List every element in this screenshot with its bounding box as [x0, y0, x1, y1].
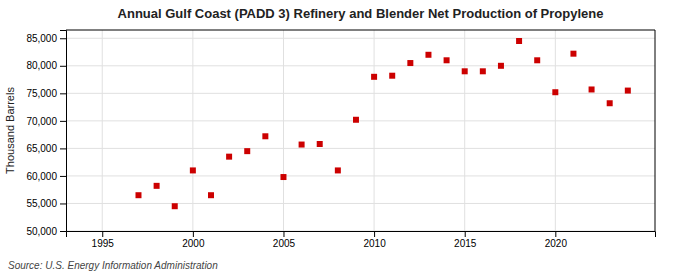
y-axis-tick: 65,000 — [26, 143, 66, 154]
point — [154, 183, 160, 189]
y-axis-tick-mark — [60, 121, 66, 122]
grid-line-x — [555, 30, 556, 231]
y-axis-tick-label: 85,000 — [26, 33, 57, 44]
x-axis-tick-mark — [283, 231, 284, 237]
x-axis-tick-label: 2005 — [273, 238, 296, 249]
y-axis-tick: 60,000 — [26, 171, 66, 182]
point — [299, 142, 305, 148]
x-axis: 1995 2000 2005 2010 2015 2020 — [67, 231, 656, 249]
y-axis-tick-label: 80,000 — [26, 60, 57, 71]
x-axis-tick: 2005 — [273, 231, 296, 249]
y-axis-tick-label: 70,000 — [26, 116, 57, 127]
grid-line-y — [66, 120, 655, 121]
y-axis-tick: 80,000 — [26, 60, 66, 71]
point — [425, 52, 431, 58]
y-axis-tick-mark — [60, 231, 66, 232]
x-axis-tick: 2020 — [545, 231, 568, 249]
x-axis-tick-mark — [102, 231, 103, 237]
point — [607, 100, 613, 106]
x-axis-tick-mark — [193, 231, 194, 237]
point — [625, 88, 631, 94]
point — [516, 38, 522, 44]
y-axis-tick-label: 60,000 — [26, 171, 57, 182]
frame-right — [655, 30, 656, 231]
x-axis-tick: 1995 — [92, 231, 115, 249]
x-axis-tick-mark — [374, 231, 375, 237]
x-axis-tick: 2015 — [454, 231, 477, 249]
point — [208, 192, 214, 198]
x-axis-tick: 2000 — [182, 231, 205, 249]
grid — [66, 30, 655, 231]
frame-top — [66, 30, 655, 31]
y-axis-tick-mark — [60, 38, 66, 39]
y-axis-tick-label: 55,000 — [26, 198, 57, 209]
point — [226, 154, 232, 160]
point — [172, 203, 178, 209]
grid-line-x — [283, 30, 284, 231]
y-axis-tick: 55,000 — [26, 198, 66, 209]
point — [389, 73, 395, 79]
x-axis-tick-mark — [465, 231, 466, 237]
point — [317, 141, 323, 147]
point — [135, 192, 141, 198]
y-axis-line — [60, 31, 67, 232]
y-axis-tick: 70,000 — [26, 116, 66, 127]
y-axis-tick-mark — [60, 176, 66, 177]
y-axis-tick: 75,000 — [26, 88, 66, 99]
y-axis-tick-mark — [60, 148, 66, 149]
point — [589, 86, 595, 92]
y-axis-tick-mark — [60, 66, 66, 67]
point — [262, 133, 268, 139]
y-axis-tick: 85,000 — [26, 33, 66, 44]
point — [570, 51, 576, 57]
chart-svg: 1995 2000 2005 2010 2015 2020 50,000 55,000 60,0… — [0, 0, 675, 275]
point — [534, 57, 540, 63]
x-axis-tick-label: 2020 — [545, 238, 568, 249]
point — [244, 148, 250, 154]
grid-line-y — [66, 93, 655, 94]
grid-line-y — [66, 148, 655, 149]
point — [335, 167, 341, 173]
point — [280, 174, 286, 180]
plot-area: 1995 2000 2005 2010 2015 2020 50,000 55,000 60,0… — [26, 30, 655, 249]
x-axis-tick: 2010 — [363, 231, 386, 249]
grid-line-x — [464, 30, 465, 231]
point — [444, 57, 450, 63]
x-axis-tick-label: 1995 — [92, 238, 115, 249]
x-axis-tick-label: 2015 — [454, 238, 477, 249]
grid-line-x — [102, 30, 103, 231]
x-axis-tick-label: 2010 — [363, 238, 386, 249]
x-axis-tick-label: 2000 — [182, 238, 205, 249]
grid-line-y — [66, 175, 655, 176]
y-axis-tick-label: 50,000 — [26, 226, 57, 237]
marks — [135, 38, 630, 209]
y-axis-tick-mark — [60, 203, 66, 204]
point — [190, 167, 196, 173]
y-axis-tick-mark — [60, 93, 66, 94]
point — [498, 63, 504, 69]
y-axis-title: Thousand Barrels — [4, 87, 16, 174]
grid-line-x — [374, 30, 375, 231]
point — [371, 74, 377, 80]
grid-line-y — [66, 65, 655, 66]
chart-title: Annual Gulf Coast (PADD 3) Refinery and … — [118, 6, 604, 21]
grid-line-y — [66, 203, 655, 204]
y-axis-tick-label: 75,000 — [26, 88, 57, 99]
point — [552, 89, 558, 95]
point — [462, 68, 468, 74]
point — [353, 117, 359, 123]
grid-line-x — [192, 30, 193, 231]
source-note: Source: U.S. Energy Information Administ… — [8, 260, 218, 271]
point — [480, 68, 486, 74]
y-axis-tick: 50,000 — [26, 226, 66, 237]
y-axis: 50,000 55,000 60,000 65,000 70,000 75,000 80,0… — [26, 31, 66, 237]
x-axis-line — [67, 232, 656, 238]
point — [407, 60, 413, 66]
chart-container: 1995 2000 2005 2010 2015 2020 50,000 55,000 60,0… — [0, 0, 675, 275]
grid-line-y — [66, 38, 655, 39]
y-axis-tick-label: 65,000 — [26, 143, 57, 154]
x-axis-tick-mark — [555, 231, 556, 237]
